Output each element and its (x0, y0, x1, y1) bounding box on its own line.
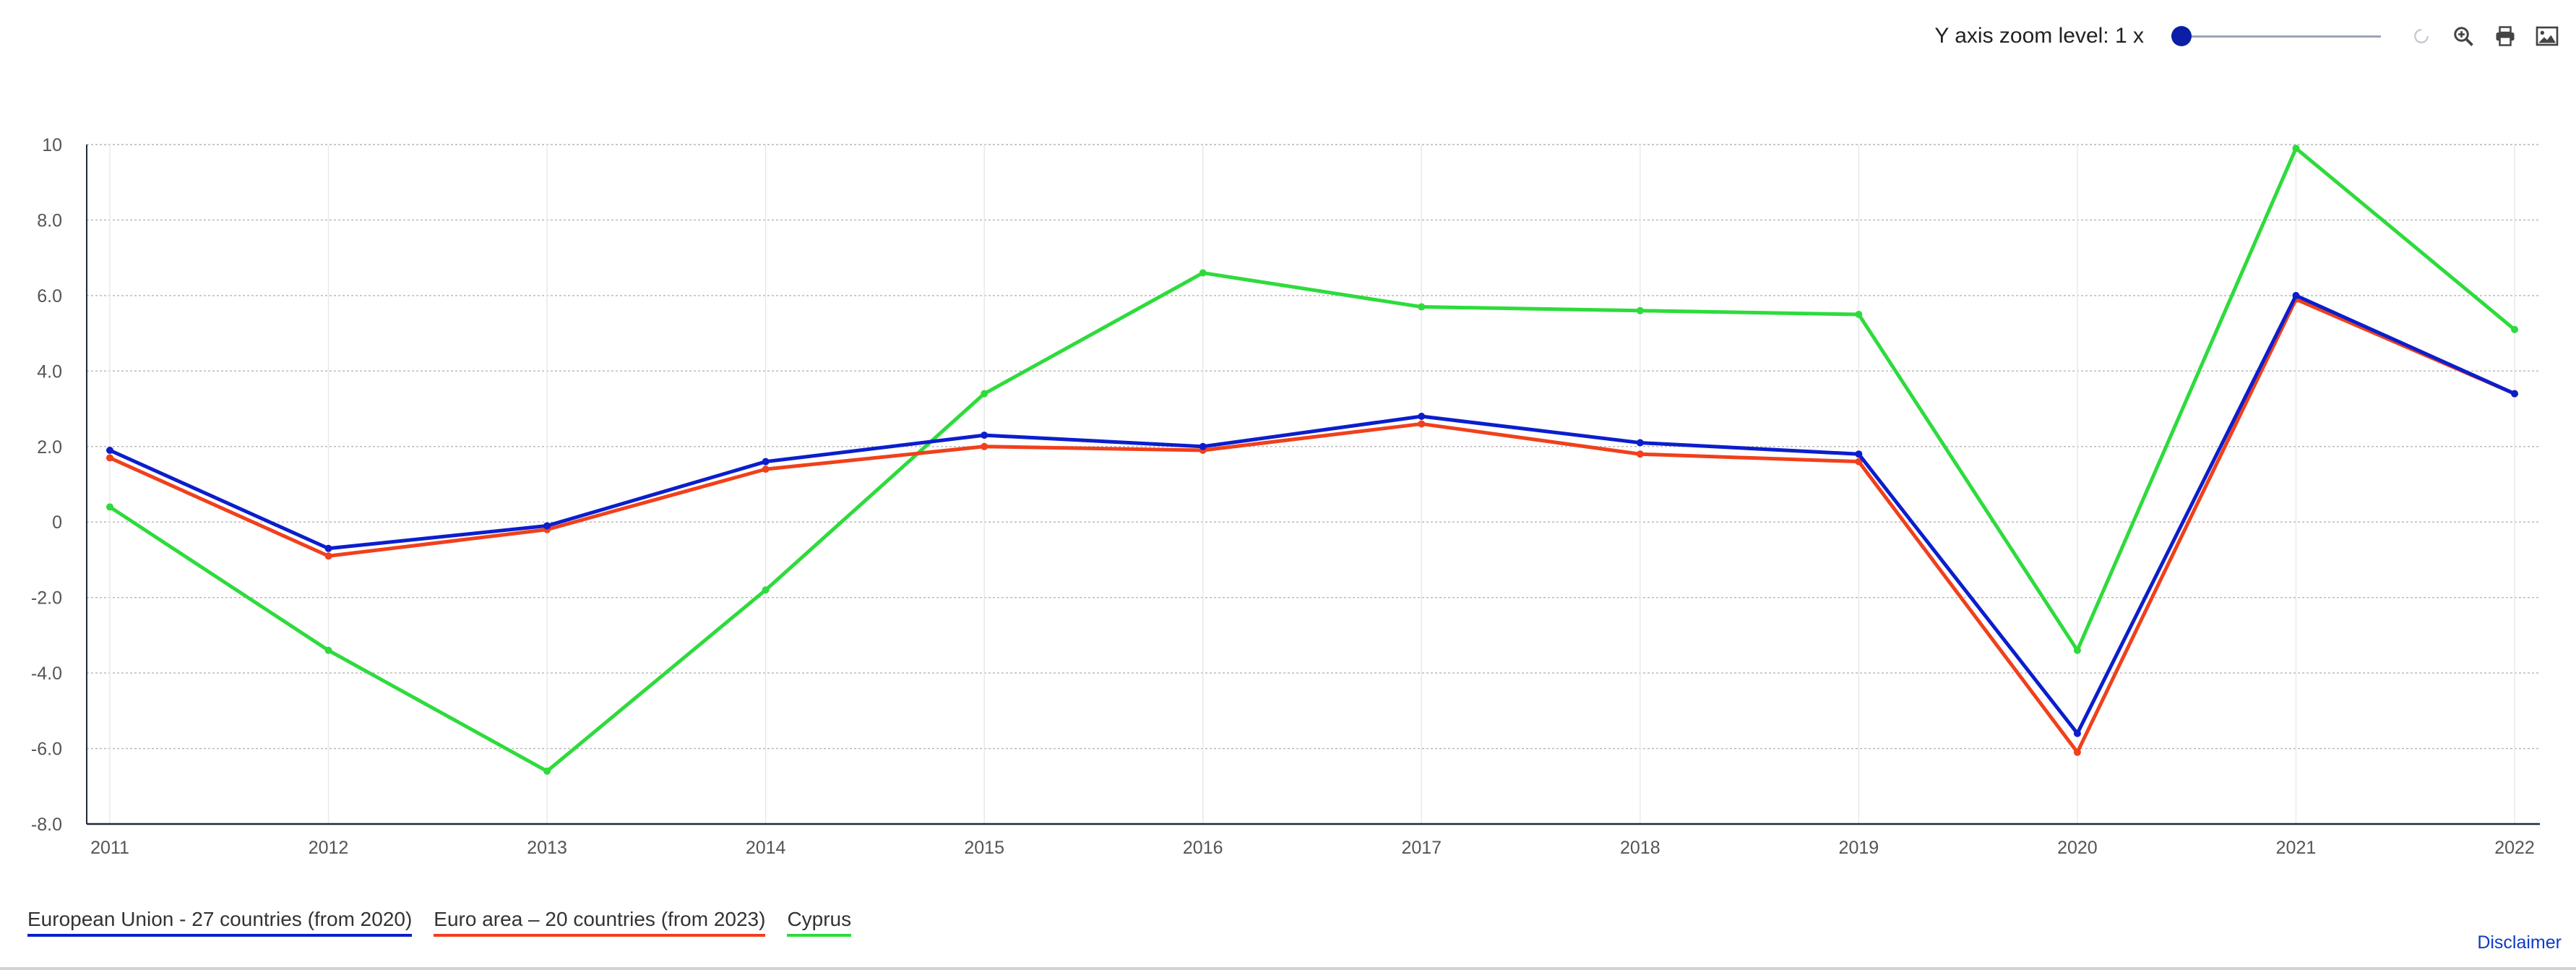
x-tick-label: 2014 (746, 838, 786, 858)
data-point (106, 454, 113, 462)
x-tick-label: 2013 (527, 838, 567, 858)
data-point (1636, 450, 1644, 458)
y-tick-label: 2.0 (37, 437, 62, 458)
reset-zoom-button[interactable] (2407, 22, 2436, 51)
data-point (762, 465, 770, 473)
legend-item-eu27[interactable]: European Union - 27 countries (from 2020… (27, 908, 413, 937)
data-point (1418, 420, 1426, 428)
x-tick-label: 2012 (309, 838, 349, 858)
data-point (1855, 450, 1863, 458)
data-point (1636, 306, 1644, 314)
zoom-slider-handle[interactable] (2171, 26, 2192, 46)
data-point (543, 767, 551, 775)
zoom-level-label: Y axis zoom level: 1 x (1934, 24, 2144, 48)
data-point (2511, 325, 2518, 333)
x-axis-tick-labels: 2011 2012 2013 2014 2015 2016 2017 2018 2019 2020… (90, 838, 2535, 858)
y-tick-label: -4.0 (31, 664, 62, 684)
chart-toolbar: Y axis zoom level: 1 x (1934, 16, 2562, 56)
x-tick-label: 2011 (90, 838, 129, 858)
data-point (324, 544, 332, 552)
zoom-in-icon (2454, 27, 2473, 46)
data-point (1199, 269, 1207, 277)
data-point (981, 390, 988, 398)
series-line-cyprus (108, 146, 2517, 773)
x-tick-label: 2017 (1401, 838, 1442, 858)
x-tick-label: 2020 (2057, 838, 2098, 858)
y-tick-label: 4.0 (37, 361, 62, 382)
series-line-euro-area-20 (108, 297, 2517, 755)
data-series (106, 145, 2518, 775)
data-point (2073, 646, 2081, 654)
y-tick-label: -8.0 (31, 815, 62, 835)
y-axis-zoom-slider[interactable] (2171, 22, 2381, 51)
data-point (106, 447, 113, 454)
data-point (2073, 729, 2081, 737)
x-tick-label: 2019 (1839, 838, 1879, 858)
x-tick-label: 2016 (1183, 838, 1223, 858)
data-point (981, 432, 988, 439)
y-tick-label: 0 (52, 512, 62, 533)
data-point (106, 503, 113, 511)
y-tick-label: -2.0 (31, 588, 62, 609)
legend-item-euro-area-20[interactable]: Euro area – 20 countries (from 2023) (434, 908, 766, 937)
data-point (981, 442, 988, 450)
legend-item-cyprus[interactable]: Cyprus (787, 908, 852, 937)
zoom-slider-track[interactable] (2181, 35, 2381, 38)
print-button[interactable] (2491, 22, 2520, 51)
zoom-in-button[interactable] (2449, 22, 2478, 51)
data-point (1855, 311, 1863, 318)
data-point (324, 646, 332, 654)
y-tick-label: 6.0 (37, 286, 62, 306)
x-tick-label: 2022 (2494, 838, 2535, 858)
data-point (543, 522, 551, 530)
y-tick-label: 8.0 (37, 210, 62, 231)
y-tick-label: -6.0 (31, 739, 62, 760)
x-tick-label: 2015 (964, 838, 1004, 858)
y-tick-label: 10 (42, 135, 62, 155)
chart-legend: European Union - 27 countries (from 2020… (27, 908, 852, 937)
data-point (1418, 303, 1426, 311)
data-point (762, 586, 770, 594)
x-tick-label: 2018 (1620, 838, 1660, 858)
data-point (324, 552, 332, 560)
data-point (2511, 390, 2518, 398)
x-tick-label: 2021 (2276, 838, 2317, 858)
axes (86, 145, 2540, 825)
data-point (1199, 442, 1207, 450)
data-point (1636, 439, 1644, 447)
line-chart: 10 8.0 6.0 4.0 2.0 0 -2.0 -4.0 -6.0 -8.0 2011 2012… (31, 135, 2540, 858)
download-image-icon (2536, 26, 2559, 46)
data-point (2292, 291, 2300, 299)
data-point (1418, 413, 1426, 420)
print-icon (2496, 26, 2515, 46)
data-point (2292, 145, 2300, 153)
data-point (2073, 748, 2081, 756)
reset-zoom-icon (2414, 29, 2429, 43)
data-point (762, 458, 770, 465)
y-axis-tick-labels: 10 8.0 6.0 4.0 2.0 0 -2.0 -4.0 -6.0 -8.0 (31, 135, 62, 835)
bottom-divider (0, 967, 2576, 970)
data-point (1855, 458, 1863, 465)
series-line-eu27 (108, 293, 2517, 736)
disclaimer-link[interactable]: Disclaimer (2477, 932, 2562, 953)
download-image-button[interactable] (2533, 22, 2562, 51)
